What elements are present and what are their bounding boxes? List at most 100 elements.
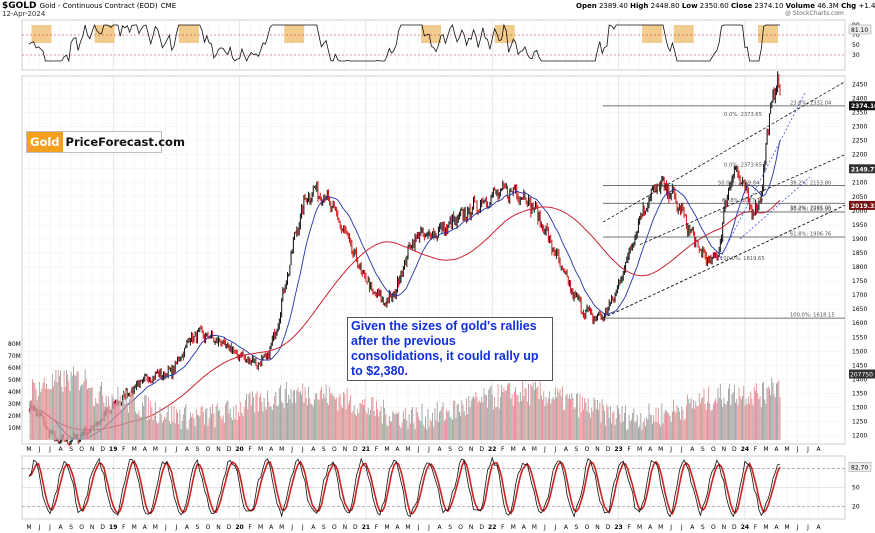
x-tick-label-main: F xyxy=(122,446,126,453)
price-y-tick-label: 1500 xyxy=(852,348,867,355)
x-tick-label-main: J xyxy=(301,446,304,453)
price-y-tick-label: 1900 xyxy=(852,236,867,243)
price-y-tick-label: 2450 xyxy=(852,81,867,88)
volume-tag: 207750 xyxy=(849,369,875,379)
x-tick-label-main: A xyxy=(690,446,695,453)
x-tick-label-main: O xyxy=(79,446,84,453)
volume-y-tick-label: 80M xyxy=(8,341,21,348)
rsi-panel-frame xyxy=(21,19,846,71)
x-tick-label-main: M xyxy=(132,446,137,453)
price-y-tick-label: 1700 xyxy=(852,292,867,299)
x-tick-label-main: M xyxy=(405,446,410,453)
x-tick-label-bottom: 20 xyxy=(235,524,243,531)
x-tick-label-main: J xyxy=(290,446,293,453)
x-tick-label-bottom: J xyxy=(48,524,51,531)
x-tick-label-bottom: A xyxy=(522,524,527,531)
low-value: 2350.60 xyxy=(699,2,729,10)
price-y-tick-label: 1550 xyxy=(852,334,867,341)
open-value: 2389.40 xyxy=(598,2,628,10)
fib-level-label: 61.8%: 2027.10 xyxy=(722,198,763,204)
x-tick-label-main: N xyxy=(722,446,727,453)
x-tick-label-main: J xyxy=(427,446,430,453)
watermark: @ StockCharts.com xyxy=(785,10,844,17)
rsi-highlight-box xyxy=(494,25,515,43)
price-y-tick-label: 1800 xyxy=(852,264,867,271)
price-y-tick-label: 1850 xyxy=(852,250,867,257)
x-tick-label-main: M xyxy=(658,446,663,453)
price-y-tick-label: 2000 xyxy=(852,208,867,215)
rsi-tag-box xyxy=(848,24,872,35)
x-tick-label-bottom: J xyxy=(553,524,556,531)
x-tick-label-bottom: J xyxy=(680,524,683,531)
x-tick-label-main: 24 xyxy=(741,446,749,453)
high-value: 2448.80 xyxy=(650,2,680,10)
stoch-tag-text: 82.70 xyxy=(851,464,868,471)
open-label: Open xyxy=(576,2,597,10)
price-tag: 2374.10 xyxy=(849,101,875,111)
x-tick-label-bottom: J xyxy=(796,524,799,531)
forecast-annotation: Given the sizes of gold's rallies after … xyxy=(347,317,553,381)
price-tag-text: 2019.32 xyxy=(851,203,875,210)
x-tick-label-main: A xyxy=(185,446,190,453)
fib-level-label: 100.0%: 1618.15 xyxy=(790,313,835,319)
x-tick-label-bottom: O xyxy=(585,524,590,531)
price-y-tick-label: 1300 xyxy=(852,404,867,411)
price-y-tick-label: 2350 xyxy=(852,110,867,117)
x-tick-label-bottom: M xyxy=(763,524,768,531)
rsi-highlight-box xyxy=(31,25,52,43)
chart-date: 12-Apr-2024 xyxy=(2,10,46,18)
x-tick-label-bottom: A xyxy=(143,524,148,531)
x-tick-label-bottom: M xyxy=(258,524,263,531)
price-panel-frame xyxy=(21,75,846,445)
rsi-highlight-box xyxy=(284,25,305,43)
x-tick-label-bottom: O xyxy=(332,524,337,531)
x-tick-label-main: A xyxy=(564,446,569,453)
x-tick-label-main: D xyxy=(606,446,611,453)
x-tick-label-main: N xyxy=(216,446,221,453)
x-tick-label-main: J xyxy=(164,446,167,453)
x-tick-label-main: J xyxy=(680,446,683,453)
price-tag: 2149.71 xyxy=(849,164,875,174)
x-tick-label-bottom: N xyxy=(90,524,95,531)
x-tick-label-bottom: N xyxy=(216,524,221,531)
x-tick-label-bottom: 23 xyxy=(614,524,622,531)
x-tick-label-bottom: S xyxy=(196,524,200,531)
x-tick-label-main: S xyxy=(448,446,452,453)
x-tick-label-main: J xyxy=(669,446,672,453)
price-bars xyxy=(29,71,781,446)
symbol-text: $GOLD xyxy=(2,1,37,11)
x-tick-label-bottom: F xyxy=(501,524,505,531)
x-tick-label-main: A xyxy=(311,446,316,453)
x-tick-label-main: M xyxy=(532,446,537,453)
x-tick-label-main: O xyxy=(585,446,590,453)
x-tick-label-main: M xyxy=(384,446,389,453)
x-tick-label-main: M xyxy=(637,446,642,453)
price-tag-box xyxy=(849,164,875,174)
x-tick-label-bottom: D xyxy=(100,524,105,531)
x-tick-label-bottom: D xyxy=(353,524,358,531)
volume-bars xyxy=(29,366,781,440)
x-tick-label-main: M xyxy=(784,446,789,453)
channel-line-mid xyxy=(639,154,846,245)
x-tick-label-bottom: J xyxy=(427,524,430,531)
x-tick-label-main: J xyxy=(48,446,51,453)
price-tag-text: 2374.10 xyxy=(851,103,875,110)
price-y-tick-label: 2250 xyxy=(852,138,867,145)
x-tick-label-bottom: M xyxy=(279,524,284,531)
x-tick-label-main: D xyxy=(100,446,105,453)
x-tick-label-bottom: M xyxy=(132,524,137,531)
x-tick-label-main: A xyxy=(59,446,64,453)
logo: Gold PriceForecast.com xyxy=(26,131,185,153)
volume-y-tick-label: 50M xyxy=(8,377,21,384)
price-y-tick-label: 1950 xyxy=(852,222,867,229)
x-tick-label-main: F xyxy=(627,446,631,453)
x-tick-label-main: S xyxy=(701,446,705,453)
x-tick-label-main: O xyxy=(458,446,463,453)
volume-y-tick-label: 30M xyxy=(8,401,21,408)
x-tick-label-bottom: J xyxy=(38,524,41,531)
x-tick-label-bottom: F xyxy=(754,524,758,531)
x-tick-label-main: J xyxy=(543,446,546,453)
x-tick-label-bottom: A xyxy=(311,524,316,531)
x-tick-label-bottom: O xyxy=(458,524,463,531)
symbol-description: Gold - Continuous Contract (EOD) xyxy=(39,2,158,10)
